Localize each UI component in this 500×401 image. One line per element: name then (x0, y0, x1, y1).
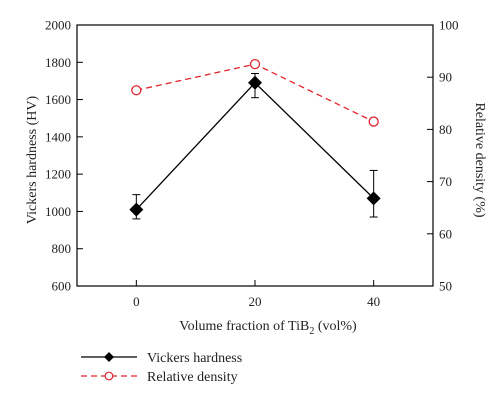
left-y-tick-label: 2000 (45, 18, 71, 33)
left-y-tick-label: 1800 (45, 55, 71, 70)
left-y-tick-label: 800 (52, 241, 72, 256)
legend-label: Vickers hardness (147, 351, 242, 366)
legend-marker (104, 371, 114, 381)
x-axis: 0 20 40 (133, 280, 380, 309)
data-point (129, 202, 144, 217)
legend-marker (104, 352, 114, 362)
legend-item: Vickers hardness (81, 351, 242, 366)
data-point (248, 75, 262, 90)
left-y-axis: 600 800 1000 1200 1400 1600 1800 2000 (45, 18, 83, 294)
legend-item: Relative density (81, 370, 238, 385)
legend: Vickers hardness Relative density (81, 351, 242, 385)
right-y-tick-label: 60 (439, 226, 452, 241)
left-y-tick-label: 1400 (45, 129, 71, 144)
left-y-tick-label: 600 (52, 279, 72, 294)
right-y-tick-label: 100 (439, 18, 459, 33)
x-axis-label: Volume fraction of TiB2 (vol%) (179, 319, 357, 337)
data-point (249, 59, 261, 70)
left-y-tick-label: 1000 (45, 204, 71, 219)
left-y-axis-label: Vickers hardness (HV) (25, 96, 40, 225)
x-tick-label: 0 (133, 294, 140, 309)
data-point (131, 85, 142, 96)
right-y-tick-label: 50 (439, 279, 452, 294)
right-y-tick-label: 90 (439, 70, 452, 85)
right-y-axis: 50 60 70 80 90 100 (427, 18, 459, 294)
x-tick-label: 40 (367, 294, 380, 309)
series-layer (129, 59, 381, 220)
right-y-tick-label: 70 (439, 174, 452, 189)
series-relative-density (131, 59, 379, 127)
right-y-tick-label: 80 (439, 122, 452, 137)
right-y-axis-label: Relative density (%) (472, 102, 487, 217)
series-line (135, 81, 375, 211)
left-y-tick-label: 1600 (45, 92, 71, 107)
left-y-tick-label: 1200 (45, 167, 71, 182)
legend-label: Relative density (147, 370, 238, 385)
x-tick-label: 20 (249, 294, 262, 309)
data-point (368, 116, 379, 127)
data-point (366, 191, 381, 206)
series-vickers-hardness (129, 72, 381, 220)
